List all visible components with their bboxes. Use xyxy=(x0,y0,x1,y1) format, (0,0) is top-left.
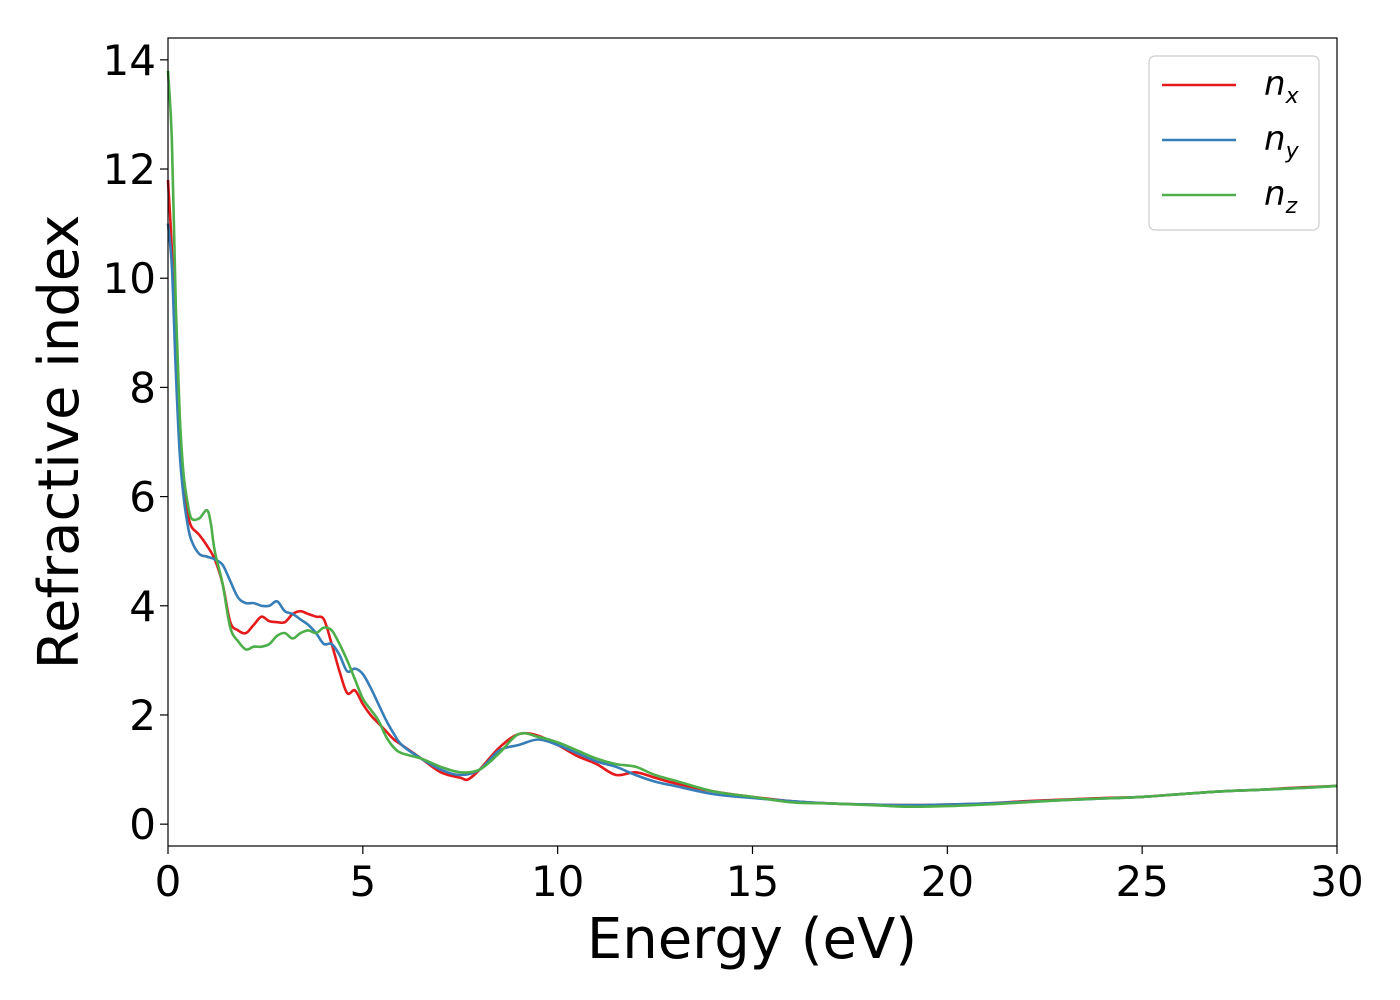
x-tick-label: 0 xyxy=(155,857,182,906)
legend: nx ny nz xyxy=(1148,55,1320,231)
y-tick-label: 10 xyxy=(103,254,156,303)
y-tick-label: 4 xyxy=(129,582,156,631)
y-tick-label: 14 xyxy=(103,36,156,85)
y-tick-label: 8 xyxy=(129,363,156,412)
series-line-z xyxy=(166,70,1338,809)
y-tick-label: 0 xyxy=(129,800,156,849)
y-axis-ticks: 0 2 4 6 8 10 12 14 xyxy=(103,36,168,849)
series-line-x xyxy=(166,179,1338,807)
legend-label-z: nz xyxy=(1264,174,1298,219)
x-tick-label: 10 xyxy=(531,857,584,906)
x-axis-ticks: 0 5 10 15 20 25 30 xyxy=(155,846,1364,906)
y-tick-label: 6 xyxy=(129,473,156,522)
x-tick-label: 25 xyxy=(1115,857,1168,906)
y-tick-label: 2 xyxy=(129,691,156,740)
x-tick-label: 30 xyxy=(1310,857,1363,906)
x-axis-title: Energy (eV) xyxy=(587,907,917,972)
legend-box xyxy=(1148,55,1320,231)
series-line-y xyxy=(166,223,1338,807)
legend-label-x: nx xyxy=(1264,64,1300,109)
y-axis-title: Refractive index xyxy=(27,215,92,670)
x-tick-label: 5 xyxy=(349,857,376,906)
x-tick-label: 15 xyxy=(726,857,779,906)
legend-label-y: ny xyxy=(1264,119,1300,164)
y-tick-label: 12 xyxy=(103,145,156,194)
x-tick-label: 20 xyxy=(921,857,974,906)
series-layer xyxy=(166,70,1338,809)
